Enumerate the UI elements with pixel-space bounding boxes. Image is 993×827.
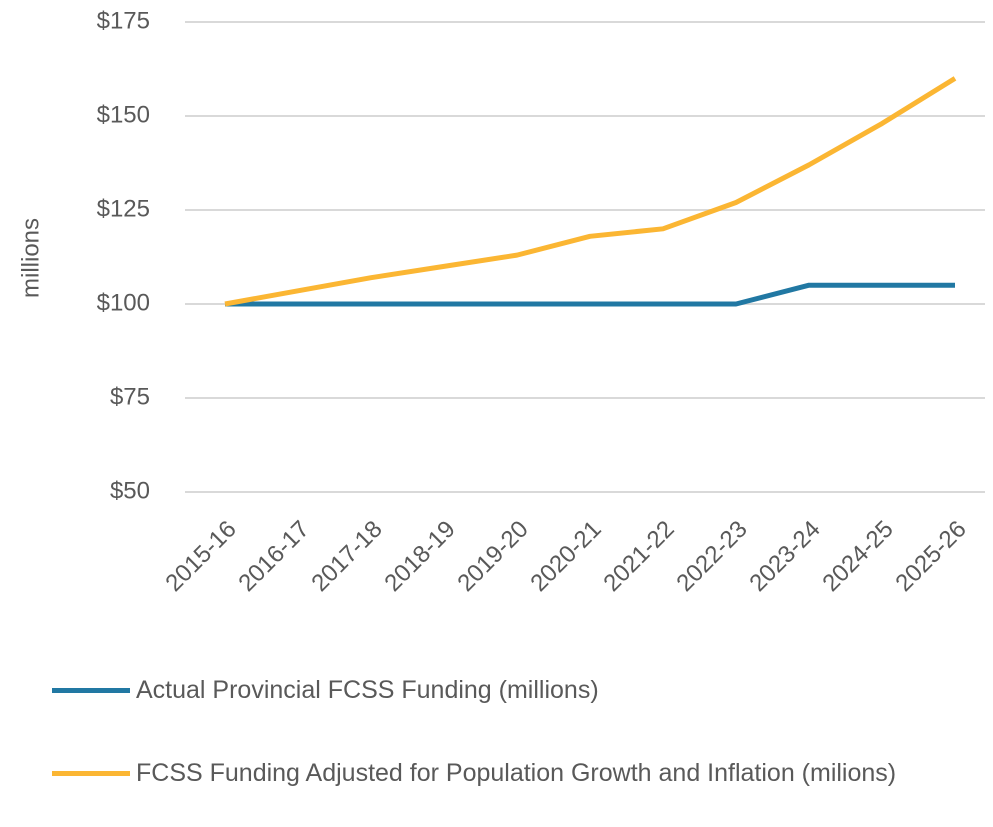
x-tick-label: 2019-20 — [452, 516, 533, 597]
legend-item: FCSS Funding Adjusted for Population Gro… — [52, 758, 992, 789]
legend-swatch — [52, 688, 130, 693]
legend-label: Actual Provincial FCSS Funding (millions… — [136, 676, 599, 704]
legend-item: Actual Provincial FCSS Funding (millions… — [52, 675, 992, 706]
x-tick-label: 2018-19 — [379, 516, 460, 597]
series-line — [224, 76, 957, 307]
y-tick-label: $50 — [110, 477, 150, 504]
series-line — [225, 282, 955, 307]
x-tick-label: 2021-22 — [598, 516, 679, 597]
legend-label: FCSS Funding Adjusted for Population Gro… — [136, 759, 897, 787]
x-tick-label: 2024-25 — [817, 516, 898, 597]
y-tick-label: $175 — [97, 7, 150, 34]
x-tick-label: 2016-17 — [233, 516, 314, 597]
x-tick-label: 2022-23 — [671, 516, 752, 597]
x-tick-label: 2017-18 — [306, 516, 387, 597]
x-tick-label: 2023-24 — [744, 516, 825, 597]
x-tick-label: 2020-21 — [525, 516, 606, 597]
legend-swatch — [52, 771, 130, 776]
y-tick-label: $125 — [97, 195, 150, 222]
y-tick-label: $100 — [97, 289, 150, 316]
y-tick-label: $150 — [97, 101, 150, 128]
x-tick-label: 2025-26 — [890, 516, 971, 597]
x-tick-label: 2015-16 — [160, 516, 241, 597]
y-axis-label: millions — [17, 218, 44, 298]
chart: millions $50$75$100$125$150$1752015-1620… — [17, 7, 985, 597]
y-tick-label: $75 — [110, 383, 150, 410]
